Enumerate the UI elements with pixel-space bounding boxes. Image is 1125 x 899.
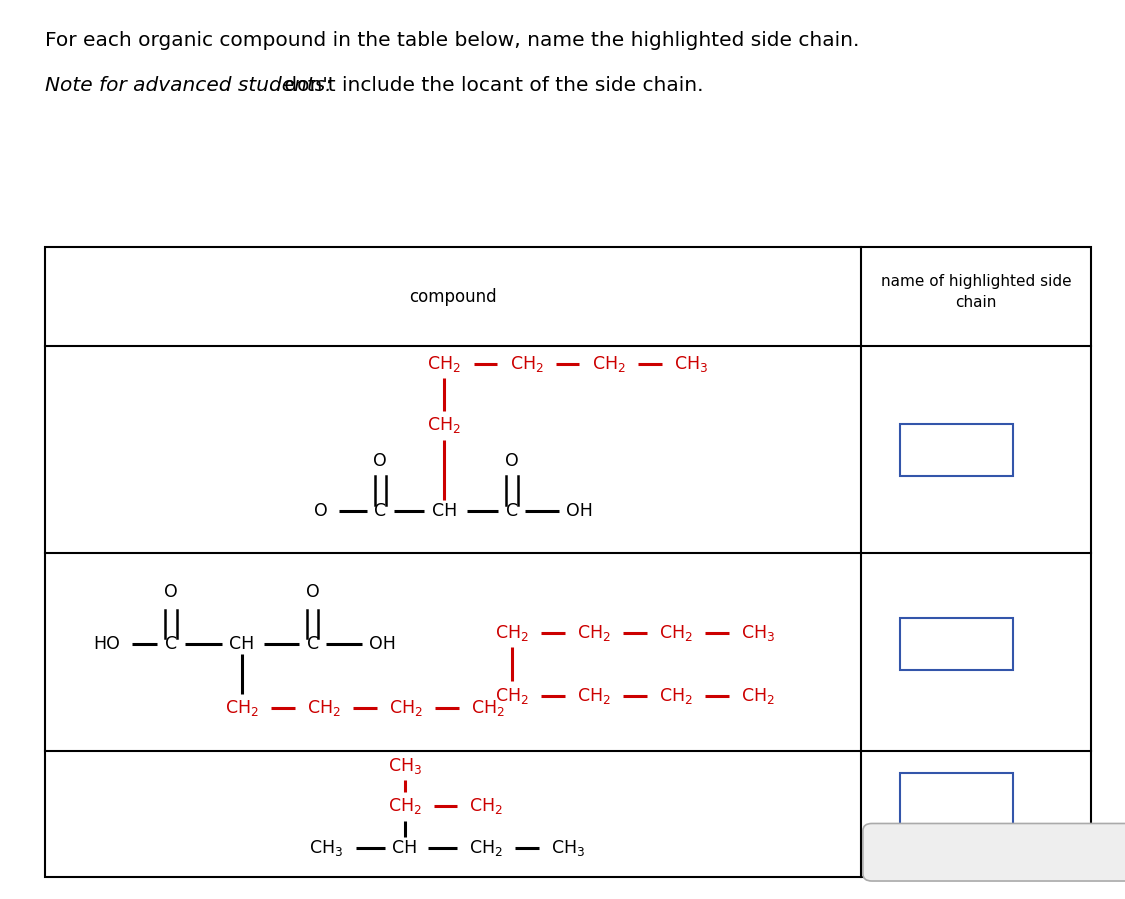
Text: O: O (505, 452, 519, 470)
Text: OH: OH (369, 635, 396, 653)
Text: CH$_2$: CH$_2$ (592, 354, 626, 374)
Text: CH$_2$: CH$_2$ (495, 623, 529, 643)
Text: O: O (374, 452, 387, 470)
Text: name of highlighted side
chain: name of highlighted side chain (881, 274, 1071, 310)
Text: CH$_2$: CH$_2$ (469, 797, 503, 816)
Text: O: O (314, 502, 327, 520)
Text: CH$_2$: CH$_2$ (389, 699, 423, 718)
Text: CH$_2$: CH$_2$ (659, 623, 693, 643)
Text: CH: CH (432, 502, 457, 520)
Text: CH$_3$: CH$_3$ (309, 838, 343, 858)
Text: CH$_2$: CH$_2$ (225, 699, 259, 718)
Text: CH$_2$: CH$_2$ (388, 797, 422, 816)
Text: O: O (306, 583, 319, 601)
Text: CH$_3$: CH$_3$ (388, 756, 422, 776)
Text: HO: HO (93, 635, 120, 653)
Text: CH$_2$: CH$_2$ (577, 623, 611, 643)
Bar (45, 247, 1091, 877)
Bar (900, 618, 1012, 670)
Text: CH$_2$: CH$_2$ (659, 686, 693, 706)
Text: CH$_2$: CH$_2$ (510, 354, 543, 374)
Text: C: C (165, 635, 177, 653)
Text: CH$_2$: CH$_2$ (741, 686, 775, 706)
Text: CH$_2$: CH$_2$ (495, 686, 529, 706)
Text: C: C (307, 635, 318, 653)
Text: CH$_3$: CH$_3$ (741, 623, 775, 643)
Text: CH$_2$: CH$_2$ (307, 699, 341, 718)
Text: CH$_3$: CH$_3$ (551, 838, 585, 858)
Text: CH$_3$: CH$_3$ (674, 354, 708, 374)
Text: CH: CH (393, 839, 417, 857)
Text: CH$_2$: CH$_2$ (469, 838, 503, 858)
Text: CH: CH (229, 635, 254, 653)
Text: C: C (506, 502, 518, 520)
Bar (900, 773, 1012, 825)
FancyBboxPatch shape (863, 823, 1125, 881)
Text: CH$_2$: CH$_2$ (428, 354, 461, 374)
Text: CH$_2$: CH$_2$ (577, 686, 611, 706)
Text: OH: OH (566, 502, 593, 520)
Text: compound: compound (410, 288, 496, 306)
Text: ?: ? (1094, 843, 1102, 861)
Text: O: O (164, 583, 178, 601)
Text: C: C (375, 502, 386, 520)
Text: ×: × (914, 843, 929, 861)
Text: Note for advanced students:: Note for advanced students: (45, 76, 332, 95)
Text: don't include the locant of the side chain.: don't include the locant of the side cha… (278, 76, 703, 95)
Text: For each organic compound in the table below, name the highlighted side chain.: For each organic compound in the table b… (45, 31, 860, 50)
Bar (900, 424, 1012, 476)
Text: ↺: ↺ (1002, 843, 1017, 861)
Text: CH$_2$: CH$_2$ (471, 699, 505, 718)
Text: CH$_2$: CH$_2$ (428, 415, 461, 435)
